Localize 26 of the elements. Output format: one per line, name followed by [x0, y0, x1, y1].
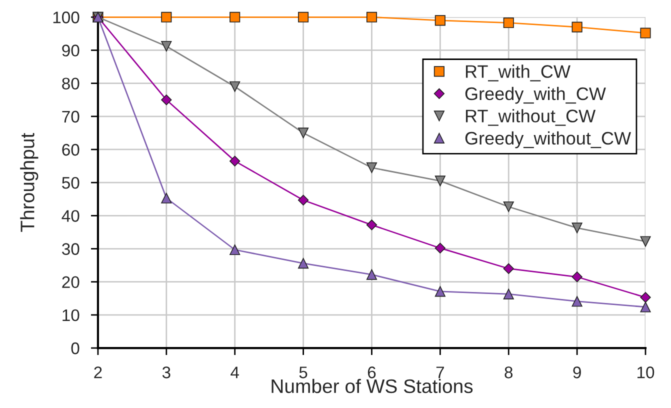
- y-tick-label: 80: [62, 78, 80, 90]
- legend-label: Greedy_with_CW: [465, 86, 606, 104]
- y-tick-label: 30: [62, 243, 80, 255]
- x-tick-label: 8: [504, 366, 513, 378]
- x-tick-label: 9: [573, 366, 581, 378]
- y-tick-label: 10: [62, 309, 80, 322]
- x-tick-label: 4: [230, 366, 239, 378]
- y-tick-label: 60: [62, 144, 80, 156]
- y-tick-label: 100: [53, 12, 80, 24]
- x-tick-label: 7: [436, 366, 444, 378]
- y-axis-title: Throughput: [20, 132, 38, 232]
- y-tick-label: 20: [62, 276, 80, 288]
- legend-label: Greedy_without_CW: [465, 131, 632, 148]
- y-tick-label: 0: [71, 342, 80, 354]
- x-tick-label: 2: [94, 366, 102, 378]
- y-tick-label: 40: [62, 210, 80, 222]
- y-tick-label: 90: [62, 44, 80, 56]
- x-tick-label: 6: [368, 366, 376, 378]
- y-tick-label: 70: [62, 110, 80, 123]
- legend-label: RT_without_CW: [466, 109, 596, 126]
- legend-label: RT_with_CW: [466, 64, 570, 82]
- y-tick-label: 50: [62, 176, 80, 189]
- x-tick-label: 3: [162, 366, 170, 378]
- x-axis-title: Number of WS Stations: [272, 378, 473, 394]
- x-tick-label: 10: [638, 366, 654, 378]
- x-tick-label: 5: [299, 366, 308, 378]
